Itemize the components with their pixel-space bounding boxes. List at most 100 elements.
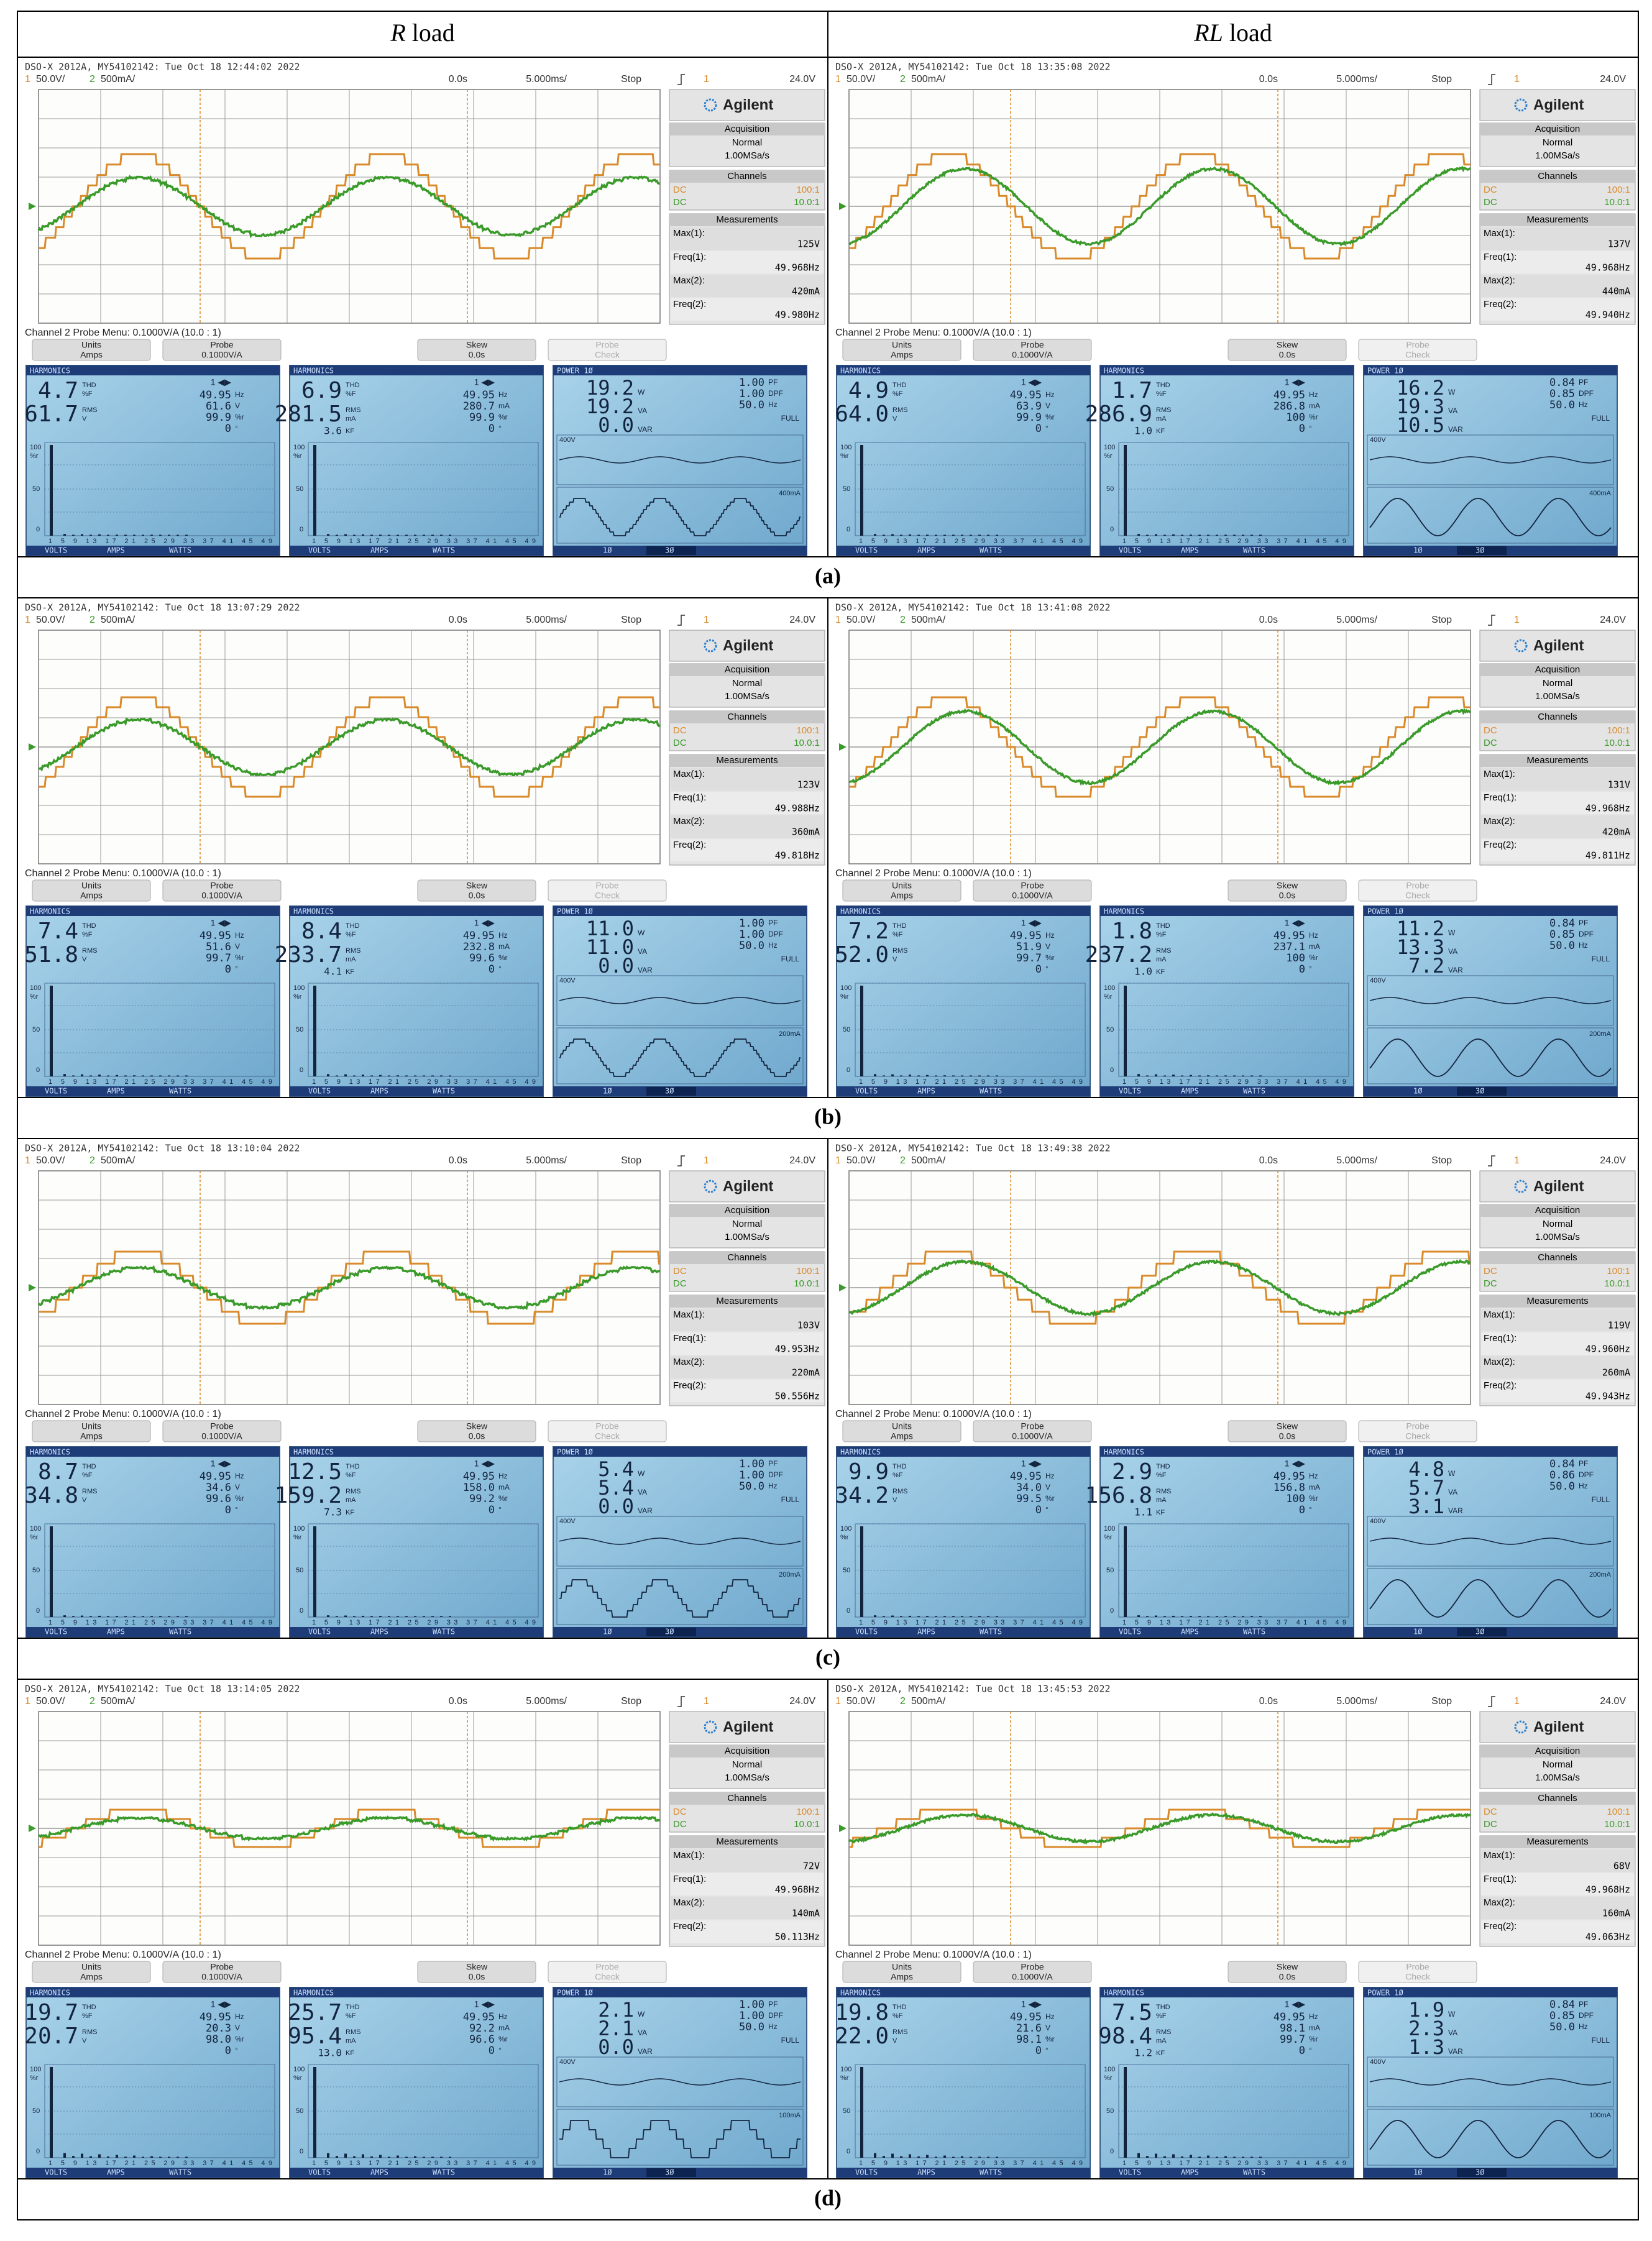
- harmonic-bar: [423, 534, 425, 536]
- spectrum-unit: %r: [30, 2074, 39, 2082]
- reading-unit: °: [235, 1505, 238, 1514]
- meter-title: POWER 1Ø: [557, 367, 594, 375]
- measurement-value: 49.063Hz: [1585, 1932, 1630, 1943]
- ch2-probe: 10.0:1: [1604, 1278, 1630, 1289]
- harmonic-bar: [891, 2153, 894, 2158]
- power-factor-unit: DPF: [768, 1470, 783, 1479]
- power-value: 11.0: [586, 935, 634, 959]
- harmonic-bar: [388, 534, 390, 536]
- acquisition-mode: Normal: [732, 678, 762, 689]
- harmonic-bar: [362, 534, 364, 536]
- current-scope: [556, 487, 804, 544]
- harmonic-bar: [142, 534, 144, 536]
- softkey-value: Check: [595, 1972, 620, 1982]
- spectrum-tick: 0: [300, 2148, 303, 2155]
- ch1-waveform: [39, 696, 660, 798]
- softkey-title: Skew: [1277, 340, 1298, 350]
- softkey-title: Units: [81, 340, 101, 350]
- measurement-cell: [671, 1849, 824, 1872]
- thd-unit: %F: [346, 2012, 356, 2020]
- phase-select: 1 ◀▶: [1285, 1459, 1305, 1469]
- row-caption: (d): [814, 2185, 842, 2210]
- column-header: RL load: [1193, 19, 1272, 47]
- measurement-value: 260mA: [1602, 1367, 1630, 1378]
- measurement-cell: [671, 1873, 824, 1895]
- voltage-trace: [1369, 2078, 1612, 2086]
- rms-label: RMS: [82, 406, 97, 414]
- softkey-value: 0.0s: [469, 350, 485, 360]
- reading-value: 96.6: [469, 2033, 495, 2046]
- ch2-coupling: DC: [673, 1819, 687, 1830]
- tab-bar: [837, 2168, 1090, 2178]
- measurement-cell: [671, 1380, 824, 1402]
- power-value: 2.3: [1408, 2017, 1444, 2040]
- thd-label: THD: [1156, 2004, 1170, 2011]
- harmonic-bar: [327, 1074, 329, 1076]
- power-factor-value: 0.86: [1549, 1469, 1575, 1482]
- rms-value: 34.2: [835, 1483, 889, 1508]
- softkey: [842, 339, 961, 361]
- current-scope: [1367, 1027, 1614, 1084]
- spectrum-tick: 50: [32, 1026, 40, 1033]
- tab-label: WATTS: [1243, 1628, 1265, 1636]
- harmonic-bar: [133, 534, 135, 536]
- softkey-value: 0.1000V/A: [201, 1431, 242, 1441]
- column-header-word: load: [1229, 19, 1272, 47]
- reading-unit: Hz: [1045, 931, 1055, 940]
- ch1-ground-marker: [29, 1284, 36, 1291]
- reading-value: 0: [1035, 423, 1042, 435]
- reading-value: 49.95: [463, 389, 495, 401]
- measurement-label: Freq(2):: [673, 1921, 706, 1932]
- harmonic-bar: [1163, 534, 1166, 536]
- spectrum-tick: 50: [32, 2107, 40, 2115]
- harmonic-bar: [327, 534, 329, 536]
- measurement-cell: [671, 227, 824, 250]
- voltage-trace: [1369, 456, 1612, 464]
- harmonic-bar: [1259, 1075, 1262, 1076]
- harmonic-bar: [970, 1616, 972, 1617]
- power-factor-value: 50.0: [739, 940, 764, 952]
- reading-unit: Hz: [498, 390, 508, 399]
- measurement-cell: [1481, 1356, 1634, 1378]
- power-factor-unit: PF: [1579, 378, 1588, 387]
- column-header-symbol: R: [390, 19, 405, 47]
- ch2-coupling: DC: [1484, 197, 1497, 208]
- reading-unit: %r: [1309, 2035, 1318, 2043]
- harmonic-bar: [397, 534, 399, 536]
- ch2-number: 2: [89, 74, 95, 85]
- ch1-ground-marker: [29, 1825, 36, 1832]
- meter-background: [25, 905, 280, 1097]
- softkey-title: Units: [892, 1962, 912, 1972]
- measurement-label: Max(1):: [673, 769, 705, 779]
- reading-value: 49.95: [1273, 389, 1305, 401]
- power-factor-unit: DPF: [1579, 389, 1594, 398]
- harmonic-bar: [133, 2155, 135, 2158]
- current-scope: [1367, 1568, 1614, 1625]
- ch1-ground-marker: [29, 203, 36, 210]
- softkey-value: Amps: [891, 1431, 913, 1441]
- measurement-label: Max(2):: [1484, 816, 1515, 827]
- rms-value: 98.4: [1098, 2023, 1152, 2049]
- harmonic-bar: [353, 534, 356, 536]
- power-value: 0.0: [598, 2035, 634, 2059]
- spectrum-tick: 100: [840, 2066, 851, 2073]
- delay: 0.0s: [449, 615, 467, 625]
- trigger-level: 24.0V: [1600, 615, 1626, 625]
- thd-label: THD: [346, 382, 360, 389]
- power-unit: VA: [1448, 2028, 1457, 2037]
- power-factor-unit: Hz: [768, 941, 778, 950]
- power-factor-value: 50.0: [739, 399, 764, 411]
- thd-value: 19.8: [835, 2000, 889, 2025]
- spectrum-tick: 50: [1106, 1567, 1114, 1574]
- harmonic-bar: [1242, 1616, 1244, 1617]
- tab-bar: [837, 1086, 1090, 1096]
- power-factor-unit: DPF: [1579, 1470, 1594, 1479]
- softkey: [973, 1420, 1092, 1442]
- softkey-value: Amps: [80, 1972, 103, 1982]
- tab-label: AMPS: [1181, 1087, 1199, 1096]
- harmonic-bar: [970, 534, 972, 536]
- meter-screen: POWER 1Ø 1.9 W 2.3 VA 1.3 VAR 0.84 PF 0.85 DPF 50.0…: [1363, 1987, 1618, 2178]
- spectrum-tick: 50: [843, 1567, 850, 1574]
- power-factor-value: 50.0: [739, 2021, 764, 2033]
